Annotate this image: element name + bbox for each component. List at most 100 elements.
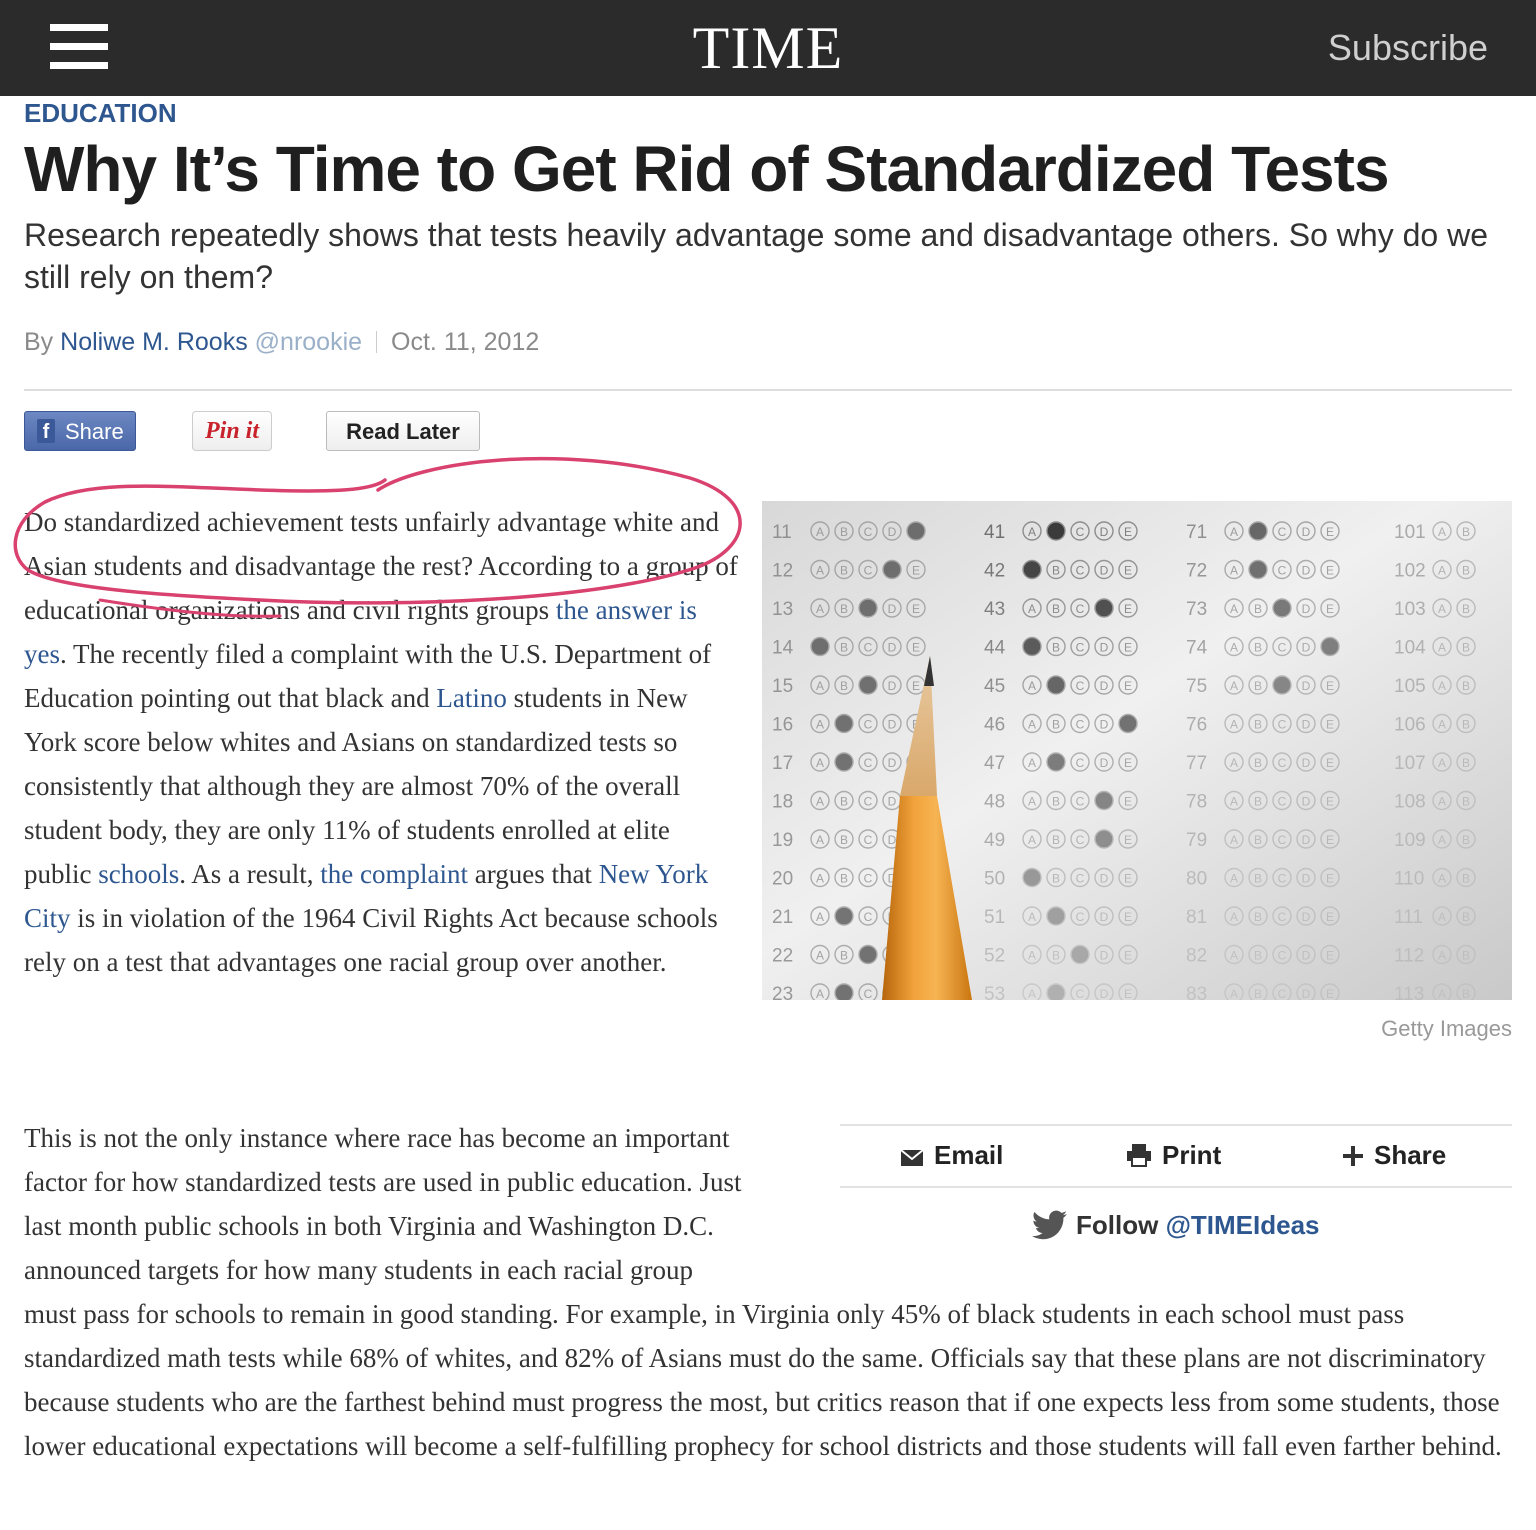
- answer-bubble: [906, 598, 926, 618]
- author-link[interactable]: Noliwe M. Rooks: [60, 328, 248, 356]
- bubble-letter: B: [1254, 987, 1262, 1000]
- question-number: 44: [984, 638, 1006, 659]
- answer-bubble: [1296, 675, 1316, 695]
- question-number: 48: [984, 792, 1005, 813]
- pinterest-pin-button[interactable]: Pin it: [192, 411, 272, 451]
- answer-bubble: [1224, 906, 1244, 926]
- bubble-letter: C: [1076, 795, 1085, 809]
- section-label[interactable]: EDUCATION: [24, 98, 177, 128]
- question-number: 76: [1186, 715, 1207, 736]
- share-label: Share: [1374, 1140, 1447, 1170]
- bubble-letter: B: [1254, 910, 1262, 924]
- answer-bubble: [1224, 944, 1244, 965]
- bubble-letter: D: [1302, 718, 1311, 732]
- question-number: 53: [984, 984, 1005, 1000]
- bubble-letter: A: [1230, 641, 1238, 655]
- time-logo[interactable]: TIME: [692, 15, 844, 81]
- answer-bubble: [1456, 752, 1476, 772]
- answer-bubble: [1272, 521, 1292, 541]
- filled-bubble: [1046, 983, 1066, 1000]
- answer-bubble: [1248, 636, 1268, 657]
- bubble-letter: A: [1438, 872, 1446, 886]
- schools-link[interactable]: schools: [98, 859, 180, 889]
- email-button[interactable]: Email: [900, 1140, 1003, 1171]
- bubble-letter: D: [888, 756, 897, 770]
- bubble-letter: C: [1076, 564, 1085, 578]
- bubble-letter: A: [816, 987, 824, 1000]
- bubble-letter: A: [1438, 525, 1446, 539]
- bubble-letter: E: [1124, 756, 1132, 770]
- read-later-button[interactable]: Read Later: [326, 411, 480, 451]
- bubble-letter: A: [1230, 833, 1238, 847]
- bubble-letter: B: [1052, 718, 1060, 732]
- answer-bubble: [1022, 752, 1042, 772]
- bubble-letter: B: [1254, 679, 1262, 693]
- filled-bubble: [1094, 829, 1114, 849]
- question-number: 101: [1394, 522, 1426, 543]
- bubble-letter: C: [1076, 987, 1085, 1000]
- the-complaint-link[interactable]: the complaint: [320, 859, 468, 889]
- bubble-letter: B: [1462, 872, 1470, 886]
- bubble-letter: B: [840, 795, 848, 809]
- bubble-letter: A: [1438, 987, 1446, 1000]
- new-york-city-link[interactable]: New York City: [24, 859, 709, 933]
- answer-bubble: [810, 521, 830, 541]
- bubble-letter: C: [864, 718, 873, 732]
- answer-bubble: [1094, 675, 1114, 695]
- bubble-letter: D: [1302, 679, 1311, 693]
- question-number: 106: [1394, 715, 1426, 736]
- answer-bubble: [858, 521, 878, 541]
- answer-bubble: [834, 559, 854, 580]
- bubble-letter: D: [1302, 756, 1311, 770]
- bubble-letter: E: [1124, 641, 1132, 655]
- question-number: 73: [1186, 599, 1207, 620]
- bubble-letter: A: [1438, 718, 1446, 732]
- answer-bubble: [810, 752, 830, 772]
- author-handle-link[interactable]: @nrookie: [254, 328, 363, 356]
- article-paragraph-2: This is not the only instance where race…: [24, 1116, 1514, 1468]
- answer-bubble: [1224, 521, 1244, 541]
- question-number: 23: [772, 984, 793, 1000]
- share-button[interactable]: Share: [1342, 1140, 1446, 1171]
- bubble-letter: C: [1278, 910, 1287, 924]
- byline: By Noliwe M. Rooks @nrookie Oct. 11, 2012: [24, 328, 539, 357]
- subscribe-link[interactable]: Subscribe: [1327, 27, 1488, 68]
- menu-icon[interactable]: [50, 24, 108, 70]
- bubble-letter: E: [1326, 756, 1334, 770]
- answer-bubble: [1320, 944, 1340, 965]
- latino-link[interactable]: Latino: [436, 683, 507, 713]
- answer-bubble: [1070, 636, 1090, 657]
- answer-bubble: [1296, 944, 1316, 965]
- answer-bubble: [1456, 559, 1476, 580]
- answer-bubble: [882, 598, 902, 618]
- bubble-letter: C: [1278, 756, 1287, 770]
- bubble-letter: A: [1438, 795, 1446, 809]
- bubble-letter: A: [816, 679, 824, 693]
- bubble-letter: B: [1462, 679, 1470, 693]
- print-button[interactable]: Print: [1126, 1140, 1221, 1171]
- answer-bubble: [1320, 559, 1340, 580]
- answer-bubble: [1046, 713, 1066, 734]
- follow-time-ideas-link[interactable]: Follow @TIMEIdeas: [1031, 1210, 1320, 1241]
- bubble-letter: A: [1028, 795, 1036, 809]
- bubble-letter: E: [1124, 987, 1132, 1000]
- answer-bubble: [1224, 790, 1244, 811]
- filled-bubble: [834, 983, 854, 1000]
- printer-icon: [1127, 1144, 1151, 1167]
- bubble-letter: A: [1230, 949, 1238, 963]
- answer-bubble: [1320, 752, 1340, 772]
- answer-bubble: [1022, 829, 1042, 849]
- envelope-icon: [900, 1149, 924, 1166]
- facebook-share-button[interactable]: f Share: [24, 411, 136, 451]
- filled-bubble: [1272, 675, 1292, 695]
- answer-bubble: [1224, 675, 1244, 695]
- answer-bubble: [1248, 598, 1268, 618]
- bubble-letter: C: [1076, 679, 1085, 693]
- bubble-letter: D: [1100, 910, 1109, 924]
- bubble-letter: B: [840, 602, 848, 616]
- bubble-letter: A: [1230, 910, 1238, 924]
- answer-bubble: [1296, 521, 1316, 541]
- bubble-letter: B: [1254, 756, 1262, 770]
- bubble-letter: B: [1462, 833, 1470, 847]
- bubble-letter: E: [912, 602, 920, 616]
